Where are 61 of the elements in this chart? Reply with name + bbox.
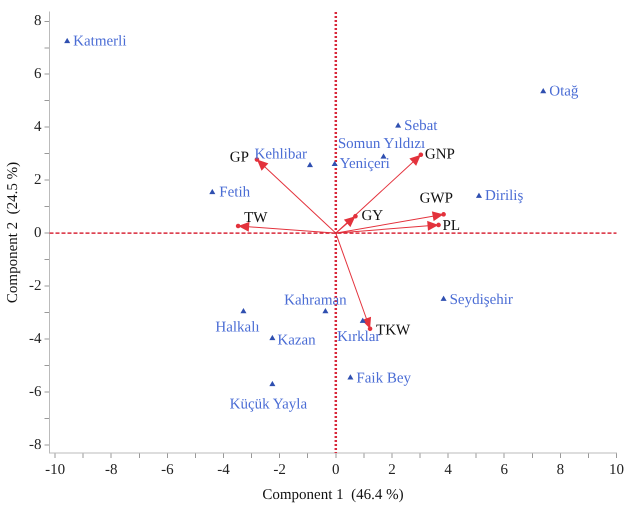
annotation: PL bbox=[442, 218, 460, 234]
annotation: GY bbox=[361, 208, 384, 224]
y-tick-label: 4 bbox=[34, 119, 42, 136]
point bbox=[353, 214, 358, 219]
point bbox=[332, 161, 338, 166]
y-tick-label: -8 bbox=[28, 436, 42, 453]
y-axis-title: Component 2 (24.5 %) bbox=[4, 162, 21, 304]
annotation: Otağ bbox=[549, 83, 579, 100]
x-tick-label: -8 bbox=[105, 462, 118, 478]
annotation: Küçük Yayla bbox=[230, 396, 308, 412]
y-tick-label: 0 bbox=[34, 225, 42, 242]
point bbox=[360, 318, 366, 323]
point bbox=[307, 162, 313, 168]
annotation: Sebat bbox=[404, 118, 438, 134]
point bbox=[436, 222, 441, 228]
x-tick-label: 2 bbox=[388, 462, 396, 478]
x-tick-label: -10 bbox=[45, 462, 66, 478]
annotation: GNP bbox=[424, 146, 455, 163]
point bbox=[441, 212, 446, 217]
point bbox=[348, 374, 354, 380]
x-tick-label: 8 bbox=[556, 462, 564, 478]
point bbox=[440, 296, 446, 301]
y-tick-label: 8 bbox=[34, 13, 42, 30]
point bbox=[476, 193, 482, 198]
annotation: Somun Yıldızı bbox=[338, 136, 426, 152]
point bbox=[240, 308, 246, 314]
y-tick-label: -2 bbox=[28, 278, 42, 294]
y-tick-label: 6 bbox=[34, 66, 42, 82]
point bbox=[418, 152, 424, 158]
annotation: Kazan bbox=[277, 332, 316, 348]
x-axis-title: Component 1 (46.4 %) bbox=[262, 486, 404, 503]
x-tick-label: 10 bbox=[609, 462, 624, 478]
x-tick-label: 6 bbox=[500, 462, 508, 478]
annotation: Halkalı bbox=[215, 320, 260, 336]
annotation: Kehlibar bbox=[254, 146, 307, 162]
point bbox=[64, 38, 70, 44]
point bbox=[395, 122, 401, 128]
annotation: Fetih bbox=[219, 184, 251, 200]
point bbox=[270, 381, 276, 386]
annotation: GP bbox=[230, 149, 249, 166]
annotation: Seydişehir bbox=[450, 292, 513, 308]
annotation: Yeniçeri bbox=[340, 156, 390, 172]
annotation: Faik Bey bbox=[356, 370, 412, 387]
y-tick-label: -6 bbox=[28, 384, 42, 400]
annotation: Diriliş bbox=[484, 188, 524, 204]
point bbox=[236, 224, 240, 228]
annotation: Katmerli bbox=[73, 33, 127, 50]
x-tick-label: 4 bbox=[444, 462, 452, 478]
y-tick-label: 2 bbox=[34, 172, 42, 188]
point bbox=[322, 308, 328, 314]
x-tick-label: -4 bbox=[217, 462, 230, 478]
point bbox=[270, 335, 276, 340]
x-tick-label: -2 bbox=[273, 462, 286, 478]
x-tick-label: 0 bbox=[332, 462, 340, 478]
y-tick-label: -4 bbox=[28, 331, 42, 348]
point bbox=[540, 88, 546, 94]
annotation: TW bbox=[244, 210, 268, 226]
annotation: GWP bbox=[420, 190, 453, 206]
x-tick-label: -6 bbox=[161, 462, 174, 478]
annotation: Kahraman bbox=[284, 292, 348, 308]
point bbox=[210, 189, 215, 194]
